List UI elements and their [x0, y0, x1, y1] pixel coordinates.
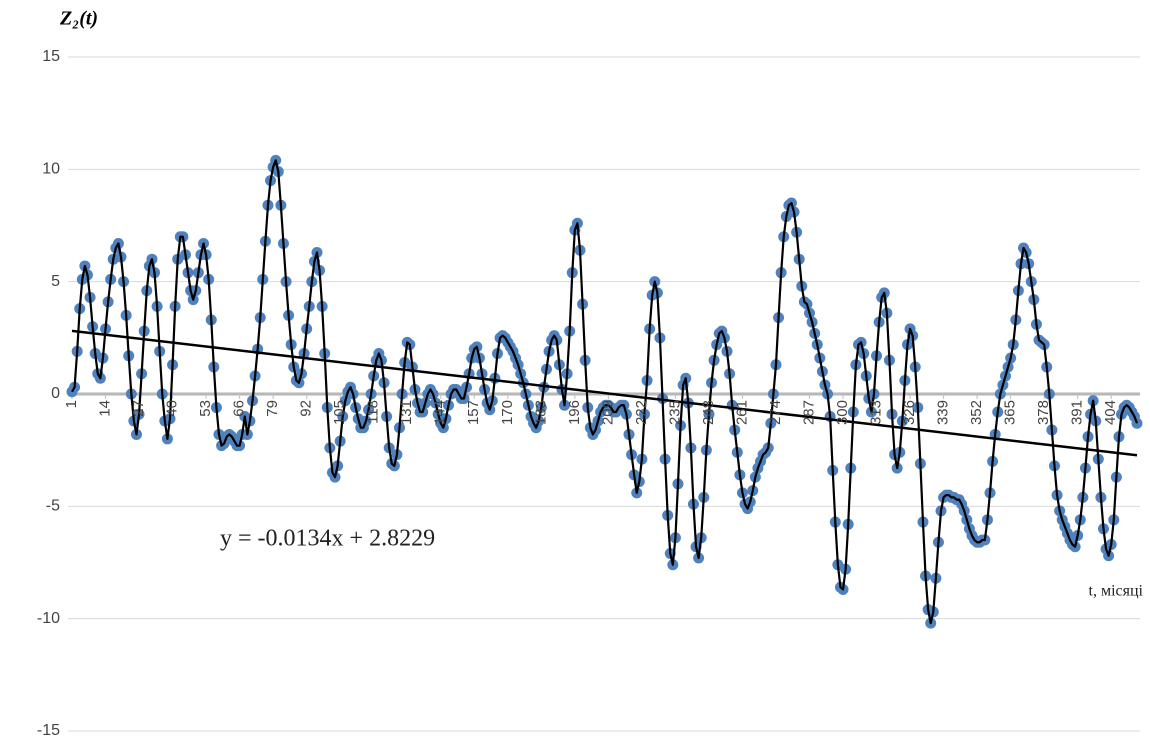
x-tick-label: 326 — [901, 400, 918, 425]
x-tick-label: 157 — [465, 400, 482, 425]
x-tick-label: 131 — [398, 400, 415, 425]
x-tick-label: 352 — [968, 400, 985, 425]
series-line — [71, 159, 1139, 625]
x-tick-label: 144 — [432, 400, 449, 425]
x-tick-label: 365 — [1002, 400, 1019, 425]
x-tick-label: 170 — [499, 400, 516, 425]
x-tick-label: 404 — [1102, 400, 1119, 425]
x-tick-label: 79 — [264, 400, 281, 417]
x-tick-label: 196 — [566, 400, 583, 425]
grid — [68, 56, 1140, 732]
y-tick-label: 5 — [51, 273, 60, 290]
x-tick-label: 222 — [633, 400, 650, 425]
y-tick-label: -5 — [46, 498, 60, 515]
x-tick-label: 248 — [700, 400, 717, 425]
y-tick-label: -15 — [37, 722, 60, 739]
trendline — [71, 329, 1138, 457]
x-tick-label: 53 — [197, 400, 214, 417]
x-tick-label: 287 — [800, 400, 817, 425]
x-tick-label: 66 — [231, 400, 248, 417]
x-tick-label: 378 — [1035, 400, 1052, 425]
x-tick-label: 1 — [63, 400, 80, 408]
x-tick-label: 391 — [1069, 400, 1086, 425]
x-tick-label: 92 — [298, 400, 315, 417]
y-tick-label: 0 — [51, 385, 60, 402]
y-tick-label: 15 — [42, 48, 60, 65]
y-tick-label: -10 — [37, 610, 60, 627]
x-tick-label: 313 — [868, 400, 885, 425]
x-tick-label: 209 — [599, 400, 616, 425]
x-tick-label: 183 — [532, 400, 549, 425]
x-tick-label: 118 — [365, 400, 382, 424]
x-tick-label: 274 — [767, 400, 784, 425]
x-tick-label: 339 — [935, 400, 952, 425]
x-tick-label: 235 — [666, 400, 683, 425]
x-tick-label: 300 — [834, 400, 851, 425]
x-tick-label: 14 — [96, 400, 113, 417]
x-axis-label: t, місяці — [1089, 583, 1144, 600]
plot — [66, 154, 1143, 629]
x-tick-label: 105 — [331, 400, 348, 425]
x-tick-label: 40 — [164, 400, 181, 417]
trendline-equation: y = -0.0134x + 2.8229 — [220, 526, 435, 552]
x-tick-label: 261 — [733, 400, 750, 425]
x-tick-label: 27 — [130, 400, 147, 417]
y-axis-label: Z₂(t) — [59, 8, 98, 30]
y-tick-label: 10 — [42, 161, 60, 178]
